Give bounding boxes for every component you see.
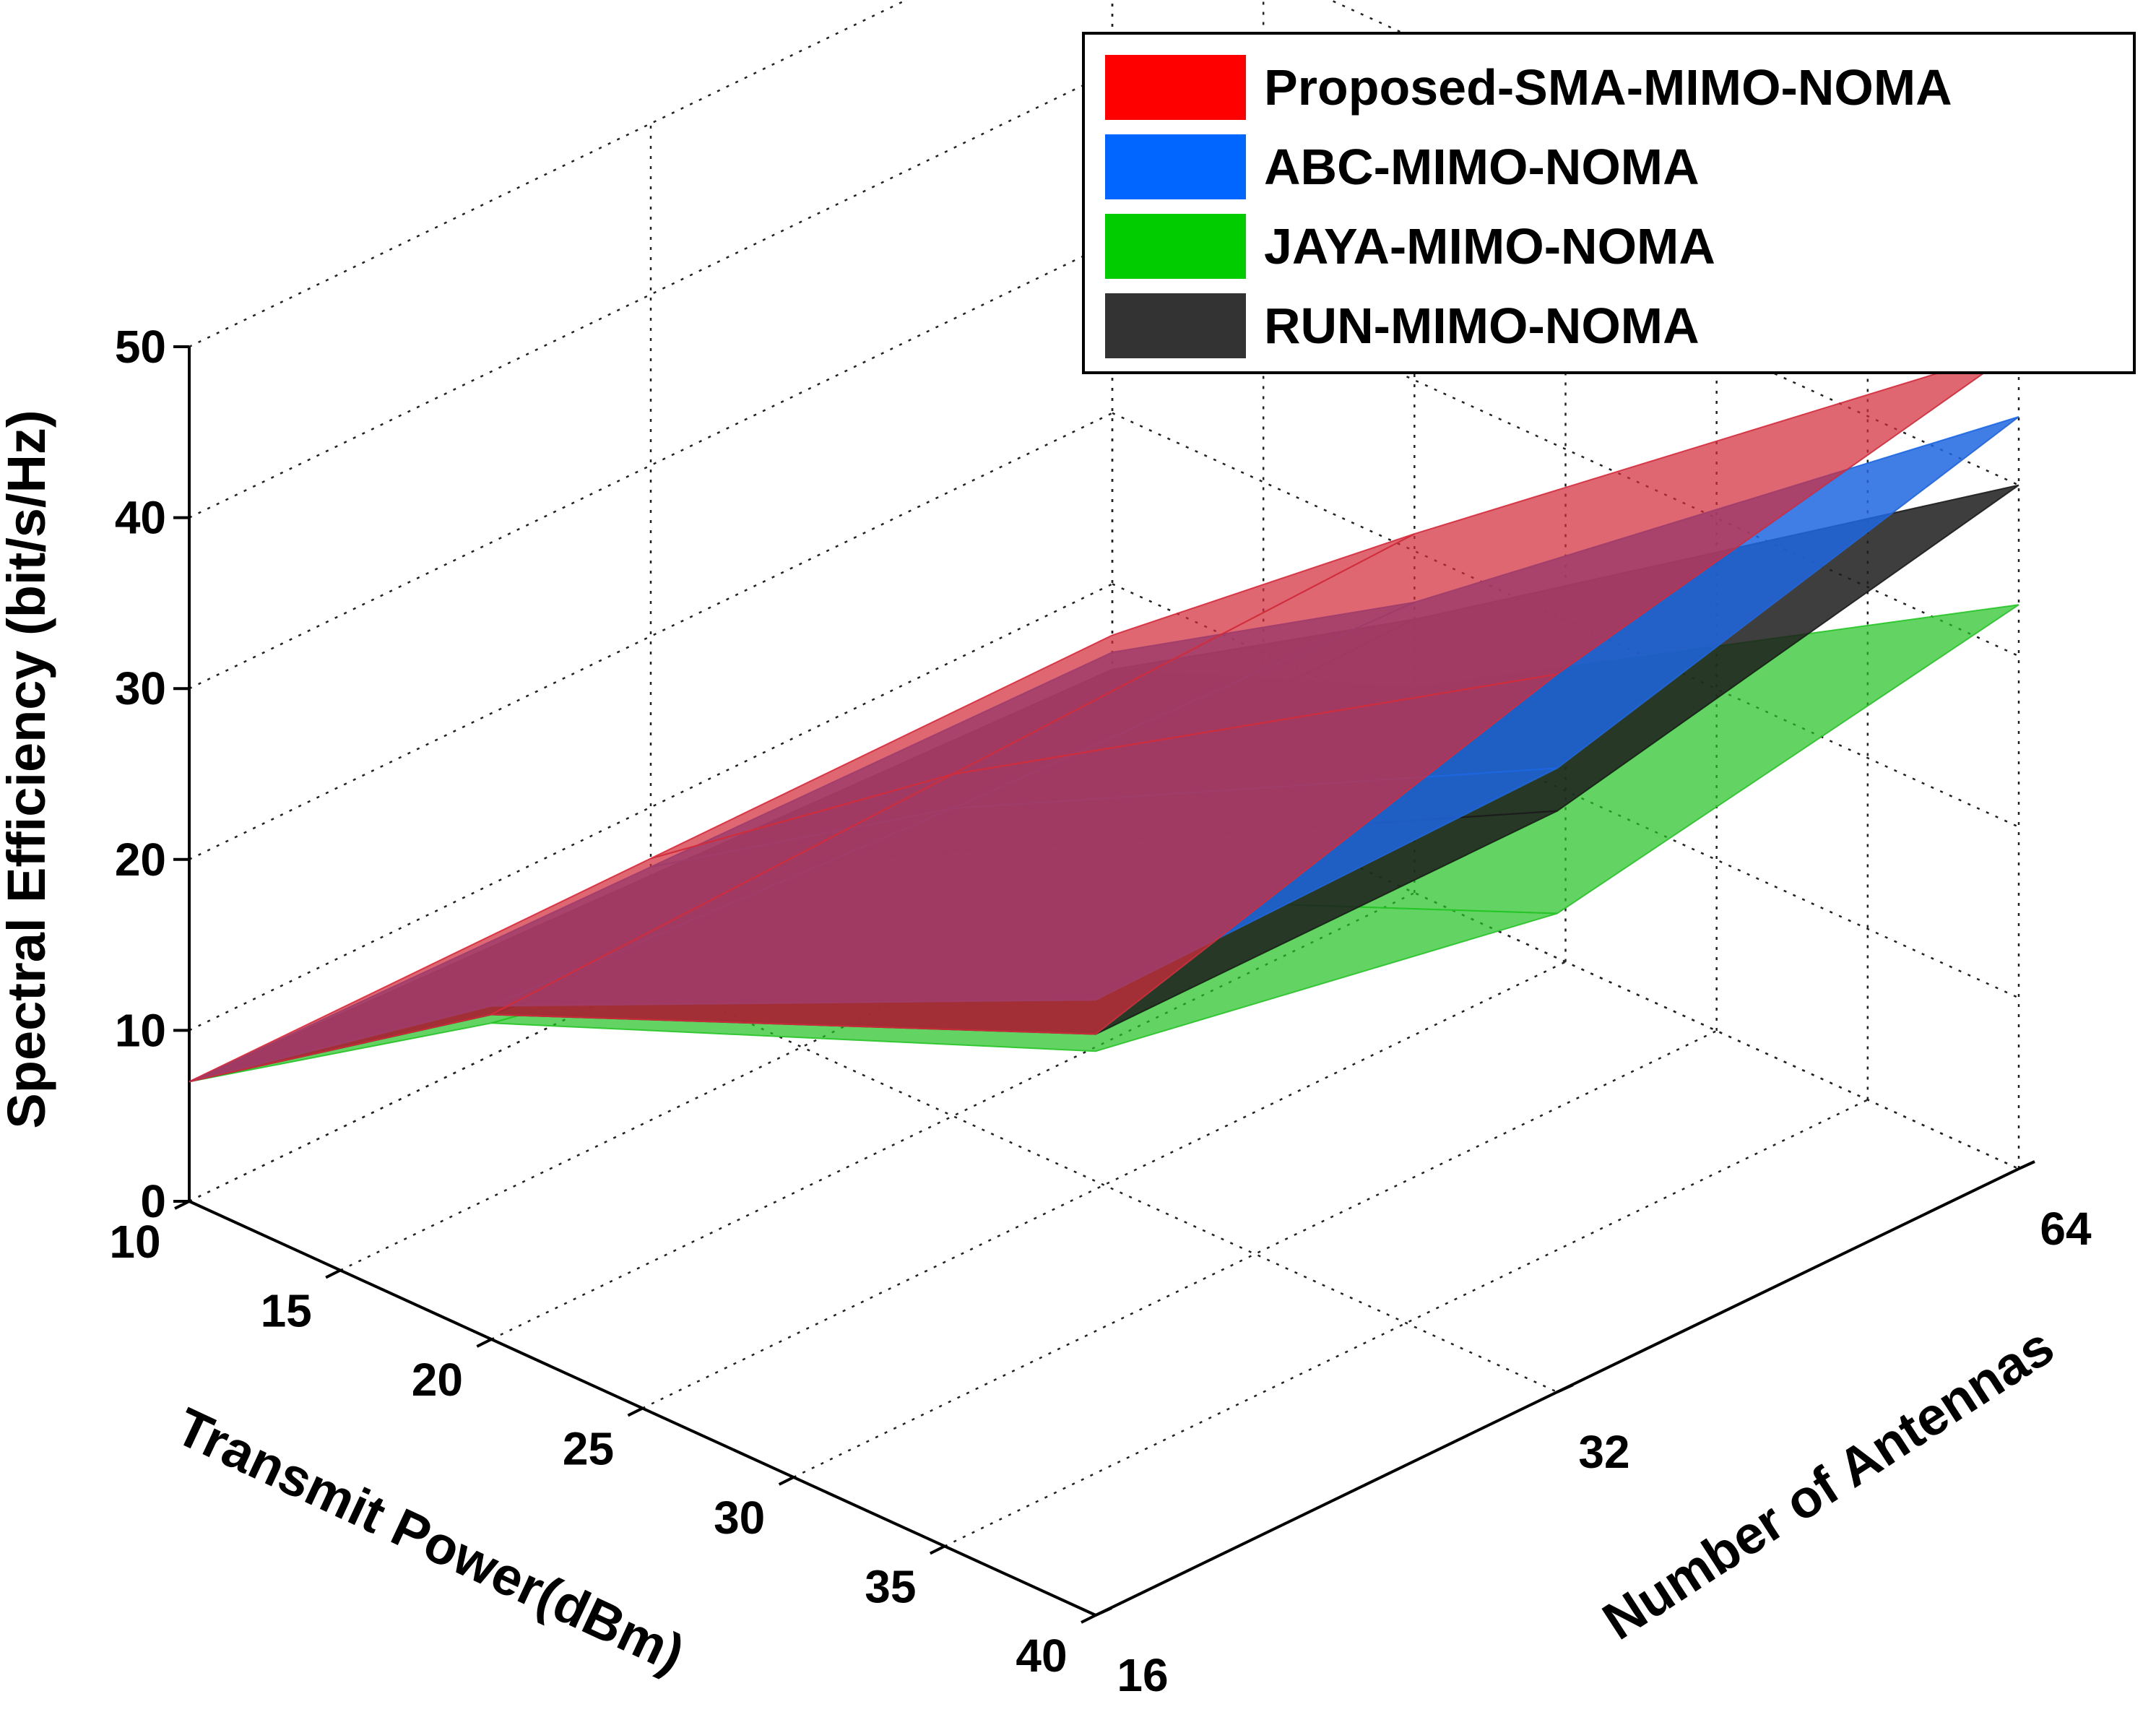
y-tick-label: 16 bbox=[1117, 1649, 1168, 1701]
axes-layer bbox=[173, 345, 2035, 1624]
grid-line bbox=[793, 1029, 1718, 1479]
x-axis-title: Transmit Power(dBm) bbox=[168, 1396, 693, 1684]
z-tick-label: 50 bbox=[115, 321, 166, 373]
legend-swatch bbox=[1105, 293, 1246, 358]
x-tick-mark bbox=[476, 1338, 493, 1348]
z-tick-label: 10 bbox=[115, 1004, 166, 1056]
legend-swatch bbox=[1105, 55, 1246, 120]
x-tick-label: 25 bbox=[563, 1423, 614, 1475]
legend-entry: JAYA-MIMO-NOMA bbox=[1105, 214, 1715, 279]
x-tick-mark bbox=[929, 1544, 945, 1555]
y-tick-label: 64 bbox=[2040, 1203, 2092, 1255]
surface-Proposed-SMA-MIMO-NOMA bbox=[189, 347, 2019, 1083]
z-tick-label: 40 bbox=[115, 492, 166, 544]
legend-label: JAYA-MIMO-NOMA bbox=[1264, 218, 1715, 274]
surfaces-layer bbox=[189, 347, 2019, 1083]
y-tick-mark bbox=[2018, 1160, 2035, 1170]
x-tick-label: 10 bbox=[109, 1216, 160, 1268]
z-tick-label: 0 bbox=[140, 1175, 166, 1227]
y-tick-mark bbox=[1557, 1383, 1574, 1393]
x-tick-label: 35 bbox=[865, 1561, 916, 1613]
z-axis-title: Spectral Efficiency (bit/s/Hz) bbox=[0, 410, 56, 1128]
legend-label: Proposed-SMA-MIMO-NOMA bbox=[1264, 59, 1952, 116]
legend-label: ABC-MIMO-NOMA bbox=[1264, 139, 1700, 195]
grid-line bbox=[650, 977, 1558, 1393]
x-tick-label: 40 bbox=[1016, 1630, 1067, 1682]
legend-swatch bbox=[1105, 134, 1246, 199]
legend-entry: Proposed-SMA-MIMO-NOMA bbox=[1105, 55, 1952, 120]
z-tick-label: 20 bbox=[115, 834, 166, 886]
legend-box bbox=[1082, 32, 2136, 374]
legend-label: RUN-MIMO-NOMA bbox=[1264, 298, 1700, 354]
x-tick-mark bbox=[627, 1406, 644, 1417]
grid-line bbox=[189, 0, 909, 348]
x-tick-mark bbox=[325, 1268, 342, 1279]
y-tick-mark bbox=[1095, 1607, 1112, 1617]
x-tick-mark bbox=[778, 1476, 795, 1486]
x-tick-label: 15 bbox=[261, 1285, 312, 1337]
x-tick-label: 30 bbox=[714, 1492, 765, 1544]
y-tick-label: 32 bbox=[1578, 1426, 1629, 1478]
x-tick-label: 20 bbox=[412, 1354, 463, 1406]
z-tick-label: 30 bbox=[115, 662, 166, 714]
legend-entry: RUN-MIMO-NOMA bbox=[1105, 293, 1700, 358]
y-axis-title: Number of Antennas bbox=[1593, 1315, 2064, 1651]
x-tick-mark bbox=[1081, 1614, 1096, 1624]
grid-line bbox=[1112, 753, 2019, 1170]
legend: Proposed-SMA-MIMO-NOMA ABC-MIMO-NOMA JAY… bbox=[1082, 32, 2136, 374]
legend-entry: ABC-MIMO-NOMA bbox=[1105, 134, 1700, 199]
legend-swatch bbox=[1105, 214, 1246, 279]
